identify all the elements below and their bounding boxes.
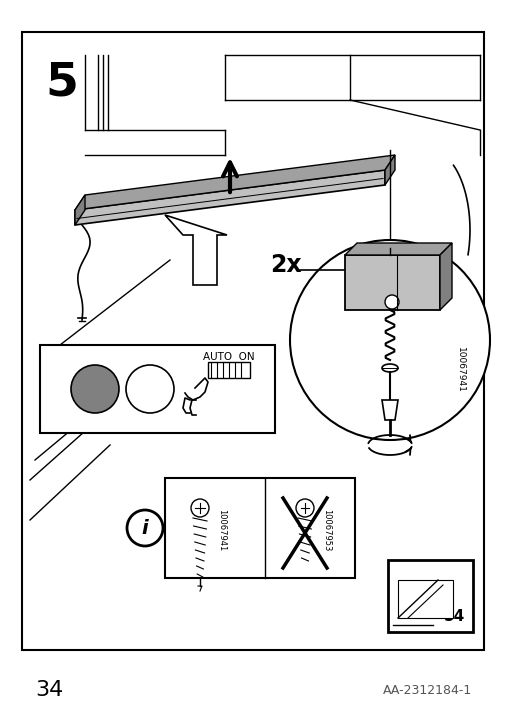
Text: AA-2312184-1: AA-2312184-1 xyxy=(382,683,471,696)
Text: 2x: 2x xyxy=(270,253,301,277)
Polygon shape xyxy=(75,195,85,225)
Bar xyxy=(387,560,472,632)
Polygon shape xyxy=(344,243,451,255)
Polygon shape xyxy=(384,155,394,185)
Circle shape xyxy=(190,499,209,517)
Ellipse shape xyxy=(381,364,397,372)
Polygon shape xyxy=(381,400,397,420)
Circle shape xyxy=(127,510,163,546)
Bar xyxy=(208,362,249,378)
Text: i: i xyxy=(141,518,148,538)
Text: 5: 5 xyxy=(45,60,78,105)
Bar xyxy=(40,345,274,433)
Circle shape xyxy=(295,499,314,517)
Text: AUTO  ON: AUTO ON xyxy=(203,352,255,362)
Bar xyxy=(344,255,439,310)
Polygon shape xyxy=(439,243,451,310)
Polygon shape xyxy=(75,170,384,225)
Polygon shape xyxy=(397,580,452,618)
Polygon shape xyxy=(165,215,227,285)
Text: 10067941: 10067941 xyxy=(454,347,464,393)
Text: 54: 54 xyxy=(443,609,464,624)
Text: 34: 34 xyxy=(35,680,63,700)
Circle shape xyxy=(289,240,489,440)
Text: 10067953: 10067953 xyxy=(322,509,331,551)
Circle shape xyxy=(126,365,174,413)
Bar xyxy=(22,32,483,650)
Bar xyxy=(165,478,355,578)
Polygon shape xyxy=(75,155,394,210)
Circle shape xyxy=(384,295,398,309)
Circle shape xyxy=(71,365,119,413)
Text: 10067941: 10067941 xyxy=(217,509,226,551)
